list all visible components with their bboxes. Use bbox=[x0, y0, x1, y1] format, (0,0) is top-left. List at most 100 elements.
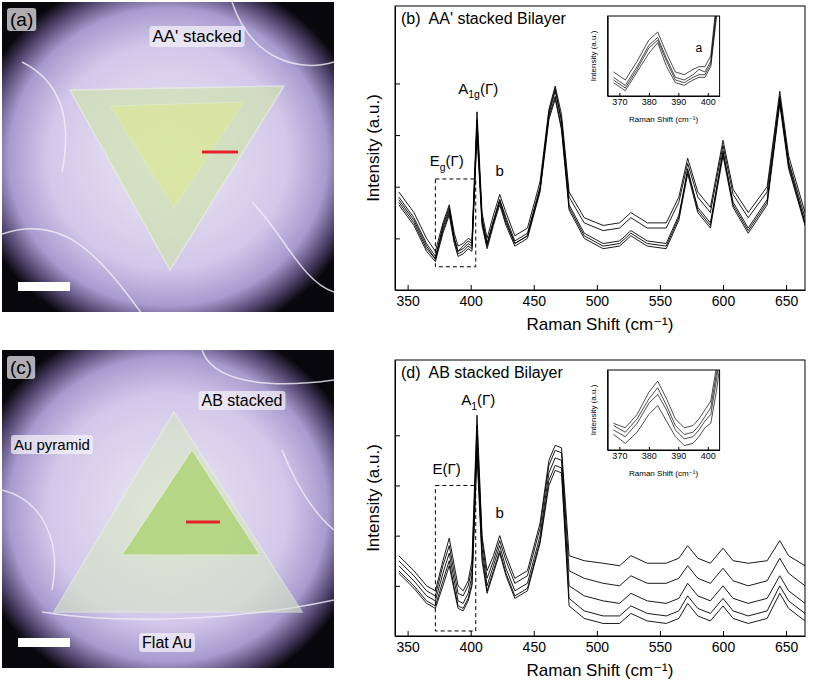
x-axis-line bbox=[396, 290, 806, 291]
x-tick-mark bbox=[619, 447, 620, 450]
peak-label: b bbox=[496, 162, 504, 179]
x-tick: 550 bbox=[649, 631, 673, 655]
y-axis bbox=[608, 17, 609, 97]
scale-bar bbox=[18, 282, 70, 291]
x-tick-label: 500 bbox=[586, 639, 610, 655]
y-axis bbox=[395, 361, 400, 637]
spectrum-line bbox=[613, 16, 719, 91]
microscope-field bbox=[2, 350, 334, 668]
plot-frame bbox=[608, 370, 720, 450]
x-axis-line bbox=[396, 636, 806, 637]
x-tick-label: 390 bbox=[671, 97, 686, 107]
x-tick: 500 bbox=[586, 285, 610, 309]
x-tick-mark bbox=[723, 631, 724, 636]
peak-label-main: E bbox=[430, 152, 440, 169]
micrograph-label: Au pyramid bbox=[14, 436, 90, 453]
panel-letter: (d) bbox=[401, 364, 421, 381]
x-tick: 400 bbox=[701, 93, 716, 107]
x-tick-label: 400 bbox=[701, 97, 716, 107]
x-tick: 380 bbox=[642, 447, 657, 461]
x-tick-label: 550 bbox=[649, 293, 673, 309]
label-patch bbox=[139, 633, 195, 652]
x-axis-title: Raman Shift (cm⁻¹) bbox=[629, 469, 698, 478]
figure: (a)AA' stacked(c)Au pyramidAB stackedFla… bbox=[0, 0, 818, 694]
y-tick-mark bbox=[395, 83, 400, 84]
micrograph-label: Flat Au bbox=[142, 634, 192, 651]
x-axis: 370 380 390 400 bbox=[608, 93, 720, 107]
x-tick-label: 550 bbox=[649, 639, 673, 655]
x-tick: 380 bbox=[642, 93, 657, 107]
x-tick-label: 390 bbox=[671, 451, 686, 461]
micrograph: (a) AA' stacked bbox=[2, 2, 334, 314]
grain-boundary bbox=[232, 2, 334, 65]
x-axis: 350 400 450 500 550 600 650 bbox=[396, 285, 806, 309]
y-tick-mark bbox=[395, 435, 400, 436]
x-tick: 400 bbox=[460, 285, 484, 309]
scan-line bbox=[202, 151, 238, 154]
x-tick-label: 650 bbox=[775, 639, 799, 655]
y-tick bbox=[395, 83, 400, 84]
x-tick-mark bbox=[597, 285, 598, 290]
x-tick-mark bbox=[649, 93, 650, 96]
x-axis-title: Raman Shift (cm⁻¹) bbox=[629, 115, 698, 124]
chart-title: AB stacked Bilayer bbox=[429, 364, 564, 381]
x-tick-mark bbox=[408, 631, 409, 636]
peak-label-main: E bbox=[433, 460, 443, 477]
x-tick-label: 370 bbox=[612, 97, 627, 107]
peak-label-suffix: (Γ) bbox=[480, 80, 498, 97]
x-tick: 350 bbox=[396, 631, 420, 655]
spectrum-line bbox=[613, 16, 719, 80]
x-tick-label: 380 bbox=[642, 451, 657, 461]
y-tick bbox=[395, 187, 400, 188]
x-tick-mark bbox=[678, 93, 679, 96]
x-tick-mark bbox=[408, 285, 409, 290]
y-axis-line bbox=[395, 361, 396, 637]
x-tick-label: 500 bbox=[586, 293, 610, 309]
x-tick-mark bbox=[678, 447, 679, 450]
grain-boundary bbox=[2, 229, 142, 312]
grain-boundary bbox=[2, 490, 55, 590]
x-tick: 650 bbox=[775, 285, 799, 309]
x-tick-label: 600 bbox=[712, 293, 736, 309]
x-tick-mark bbox=[471, 285, 472, 290]
x-tick: 450 bbox=[523, 631, 547, 655]
y-tick bbox=[395, 586, 400, 587]
peak-label-suffix: (Γ) bbox=[443, 460, 461, 477]
y-tick-mark bbox=[395, 485, 400, 486]
spectrum-panel: 350 400 450 500 550 600 650 Raman Shift (cm⁻¹) I… bbox=[364, 0, 806, 334]
plot-frame bbox=[608, 16, 720, 96]
micrograph-label: AA' stacked bbox=[152, 27, 241, 46]
peak-label-suffix: (Γ) bbox=[446, 152, 464, 169]
x-tick: 600 bbox=[712, 285, 736, 309]
peak-label-main: A bbox=[461, 391, 471, 408]
panel-letter: (a) bbox=[10, 9, 33, 30]
x-tick-mark bbox=[708, 447, 709, 450]
label-patch bbox=[7, 356, 35, 379]
x-tick-mark bbox=[660, 285, 661, 290]
peak-label: Eg(Γ) bbox=[430, 152, 464, 173]
y-axis-line bbox=[608, 371, 609, 451]
inset: 370 380 390 400Raman Shift (cm⁻¹) Intensity … bbox=[584, 0, 724, 128]
scale-bar bbox=[18, 638, 70, 647]
x-tick: 390 bbox=[671, 93, 686, 107]
plot-frame bbox=[395, 360, 805, 636]
spectrum-line bbox=[613, 370, 719, 434]
y-tick-mark bbox=[395, 238, 400, 239]
x-tick: 370 bbox=[612, 447, 627, 461]
y-axis-title: Intensity (a.u.) bbox=[589, 30, 598, 81]
x-tick-label: 600 bbox=[712, 639, 736, 655]
y-axis bbox=[608, 371, 609, 451]
y-tick bbox=[395, 485, 400, 486]
x-tick-mark bbox=[708, 93, 709, 96]
peak-label-main: b bbox=[496, 162, 504, 179]
x-tick: 390 bbox=[671, 447, 686, 461]
x-tick-label: 450 bbox=[523, 293, 547, 309]
x-tick-label: 350 bbox=[396, 293, 420, 309]
peak-label: A1g(Γ) bbox=[458, 80, 498, 101]
x-tick-label: 380 bbox=[642, 97, 657, 107]
x-tick-label: 350 bbox=[396, 639, 420, 655]
x-tick-mark bbox=[786, 285, 787, 290]
zoom-region bbox=[435, 179, 475, 267]
micrograph-label: AB stacked bbox=[202, 392, 283, 409]
grain-boundary bbox=[252, 202, 334, 292]
